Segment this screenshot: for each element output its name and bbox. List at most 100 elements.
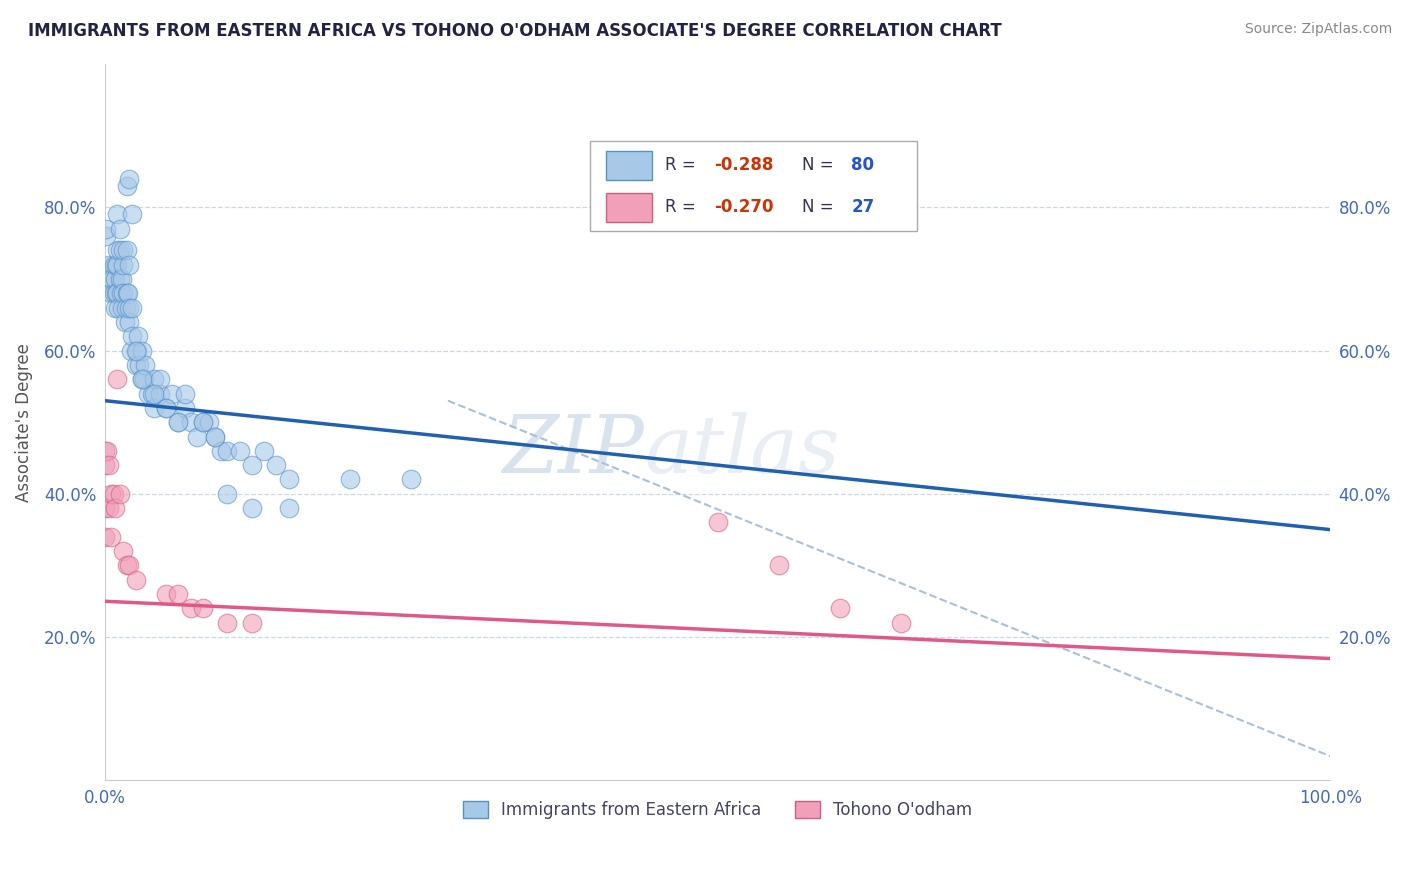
Point xyxy=(209,443,232,458)
Point xyxy=(142,401,165,415)
Point xyxy=(118,171,141,186)
Text: Source: ZipAtlas.com: Source: ZipAtlas.com xyxy=(1244,22,1392,37)
Point xyxy=(167,415,190,429)
Point xyxy=(105,286,128,301)
Legend: Immigrants from Eastern Africa, Tohono O'odham: Immigrants from Eastern Africa, Tohono O… xyxy=(456,794,979,826)
Point xyxy=(94,443,117,458)
Text: -0.270: -0.270 xyxy=(714,198,773,217)
Point xyxy=(128,358,150,372)
Point xyxy=(104,258,127,272)
FancyBboxPatch shape xyxy=(606,152,652,180)
Point xyxy=(134,372,156,386)
Point xyxy=(204,429,226,443)
Point xyxy=(108,244,131,258)
Point xyxy=(191,601,214,615)
Point xyxy=(124,343,146,358)
Point xyxy=(240,501,263,516)
Point xyxy=(240,615,263,630)
Point xyxy=(155,401,177,415)
Point xyxy=(103,286,125,301)
Point xyxy=(339,473,361,487)
Point xyxy=(118,301,141,315)
Point xyxy=(155,401,177,415)
Point xyxy=(112,258,135,272)
Point xyxy=(111,272,134,286)
Text: N =: N = xyxy=(803,198,839,217)
Point xyxy=(167,415,190,429)
Point xyxy=(97,458,120,472)
Point xyxy=(117,286,139,301)
Point xyxy=(141,386,163,401)
Point xyxy=(253,443,276,458)
Point xyxy=(115,178,138,193)
Point xyxy=(706,516,728,530)
Point xyxy=(149,386,172,401)
Point xyxy=(97,272,120,286)
Point xyxy=(136,386,159,401)
Point xyxy=(134,358,156,372)
Point xyxy=(191,415,214,429)
Point xyxy=(112,544,135,558)
Point xyxy=(277,473,299,487)
Point xyxy=(191,415,214,429)
Point xyxy=(768,558,790,573)
Point xyxy=(266,458,288,472)
Point xyxy=(217,443,239,458)
Point xyxy=(94,501,117,516)
Point xyxy=(121,329,143,343)
Point xyxy=(104,272,127,286)
Point xyxy=(142,372,165,386)
Point xyxy=(131,343,153,358)
Point xyxy=(104,301,127,315)
Point xyxy=(94,458,117,472)
Point xyxy=(97,258,120,272)
Point xyxy=(828,601,851,615)
Point xyxy=(94,530,117,544)
Point xyxy=(120,343,142,358)
Point xyxy=(96,229,118,244)
Point xyxy=(108,272,131,286)
Point xyxy=(115,286,138,301)
Point xyxy=(155,587,177,601)
Point xyxy=(105,244,128,258)
Point xyxy=(180,601,202,615)
Point xyxy=(173,401,195,415)
FancyBboxPatch shape xyxy=(591,142,917,231)
Point xyxy=(104,501,127,516)
Point xyxy=(118,558,141,573)
Text: IMMIGRANTS FROM EASTERN AFRICA VS TOHONO O'ODHAM ASSOCIATE'S DEGREE CORRELATION : IMMIGRANTS FROM EASTERN AFRICA VS TOHONO… xyxy=(28,22,1002,40)
Point xyxy=(217,615,239,630)
Point xyxy=(124,573,146,587)
Point xyxy=(198,415,221,429)
Point xyxy=(121,301,143,315)
Point xyxy=(167,587,190,601)
Point xyxy=(173,386,195,401)
Point xyxy=(121,207,143,221)
Text: N =: N = xyxy=(803,156,839,175)
Point xyxy=(110,286,132,301)
Point xyxy=(124,358,146,372)
Point xyxy=(107,301,129,315)
Y-axis label: Associate's Degree: Associate's Degree xyxy=(15,343,32,501)
Point xyxy=(100,487,122,501)
Point xyxy=(115,558,138,573)
Point xyxy=(217,487,239,501)
Point xyxy=(180,415,202,429)
FancyBboxPatch shape xyxy=(606,194,652,222)
Text: atlas: atlas xyxy=(644,412,839,490)
Text: -0.288: -0.288 xyxy=(714,156,773,175)
Point xyxy=(96,443,118,458)
Point xyxy=(100,286,122,301)
Text: R =: R = xyxy=(665,156,702,175)
Point xyxy=(204,429,226,443)
Point xyxy=(277,501,299,516)
Text: R =: R = xyxy=(665,198,702,217)
Point xyxy=(108,221,131,235)
Point xyxy=(890,615,912,630)
Point xyxy=(399,473,422,487)
Point xyxy=(112,244,135,258)
Point xyxy=(118,258,141,272)
Point xyxy=(131,372,153,386)
Point xyxy=(97,501,120,516)
Point xyxy=(118,315,141,329)
